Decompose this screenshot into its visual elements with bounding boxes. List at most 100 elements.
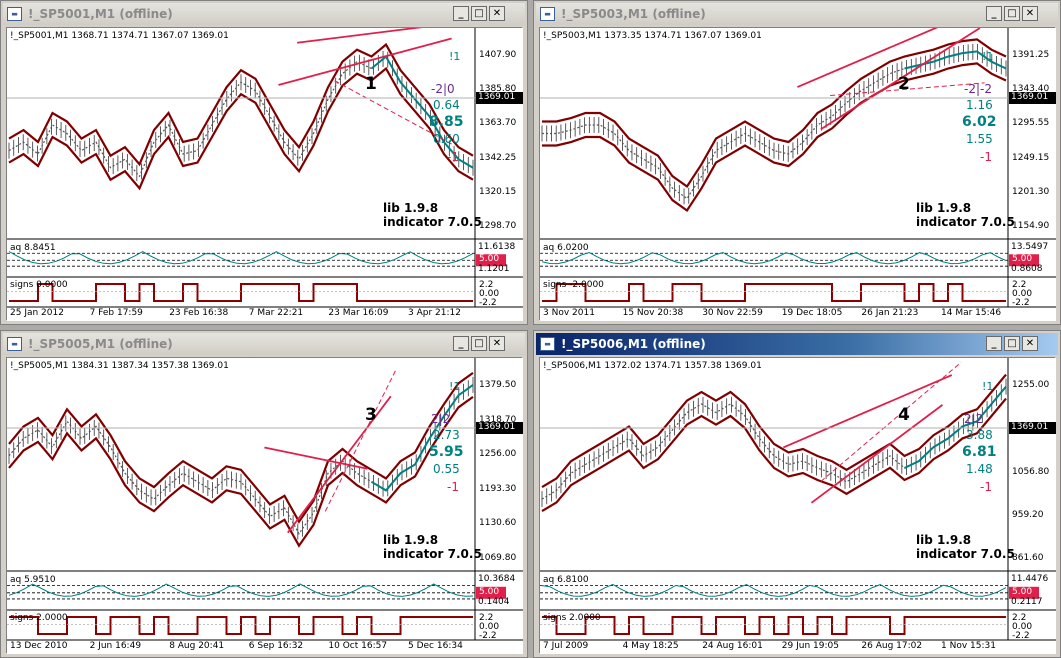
price-axis-label: 1295.55 [1012,118,1050,129]
upper-channel-line [8,372,474,524]
time-axis-label: 23 Mar 16:09 [328,308,389,318]
chart-area[interactable]: !_SP5006,M1 1372.02 1374.71 1357.38 1369… [539,357,1056,654]
lower-channel-line [541,397,1007,513]
chart-area[interactable]: !_SP5003,M1 1373.35 1374.71 1367.07 1369… [539,27,1056,321]
signal-value-2: 6.02 [962,114,997,130]
signs-line [542,616,1006,635]
close-button[interactable]: ✕ [489,6,505,21]
signal-line [370,384,474,492]
aq-line [8,583,474,597]
time-axis-label: 7 Jul 2009 [543,641,589,651]
signal-tag: !1 [982,380,994,393]
signal-ratio: -2|0 [431,82,455,96]
price-axis-label: 1385.80 [479,84,517,95]
upper-channel-line [8,42,474,167]
price-axis-label: 1249.15 [1012,152,1050,163]
signal-line [370,55,474,169]
signs-axis-label: -2.2 [1012,298,1030,308]
title-bar[interactable]: ▬ !_SP5003,M1 (offline) _ □ ✕ [536,3,1058,25]
aq-axis-top: 13.5497 [1011,242,1049,252]
price-axis-label: 1193.30 [479,483,517,494]
price-axis-label: 1379.50 [479,380,517,390]
time-axis-label: 25 Jan 2012 [10,308,64,318]
price-axis-label: 1201.30 [1012,186,1050,197]
signs-axis-label: 0.00 [479,289,500,299]
signal-value-2: 5.95 [429,444,464,460]
chart-number: 4 [898,404,910,425]
minimize-button[interactable]: _ [986,336,1002,351]
price-axis-label: 861.60 [1012,553,1044,563]
close-button[interactable]: ✕ [1022,6,1038,21]
chart-area[interactable]: !_SP5005,M1 1384.31 1387.34 1357.38 1369… [6,357,523,654]
chart-area[interactable]: !_SP5001,M1 1368.71 1374.71 1367.07 1369… [6,27,523,321]
aq-axis-mid: 5.00 [1012,254,1033,265]
aq-axis-bottom: 0.2117 [1011,597,1043,607]
price-axis-label: 1256.00 [479,449,517,460]
trend-line [334,80,452,145]
price-chart [7,358,523,654]
price-axis-label: 1320.15 [479,186,517,197]
chart-window-icon: ▬ [7,337,22,351]
lib-version: lib 1.9.8 [383,533,439,547]
maximize-button[interactable]: □ [471,336,487,351]
aq-level-marker [1009,254,1039,267]
trend-line [830,82,985,97]
price-chart [7,28,523,321]
price-axis-label: 1342.25 [479,152,517,163]
title-bar[interactable]: ▬ !_SP5001,M1 (offline) _ □ ✕ [3,3,525,25]
lower-channel-line [542,62,1007,213]
close-button[interactable]: ✕ [489,336,505,351]
trend-line [820,28,981,131]
signs-axis-label: 2.2 [1012,280,1027,290]
signs-axis-label: 0.00 [1012,622,1033,632]
price-axis-label: 959.20 [1012,509,1044,520]
chart-window-3[interactable]: ▬ !_SP5005,M1 (offline) _ □ ✕ !_SP5005,M1 138… [0,330,528,658]
maximize-button[interactable]: □ [1004,6,1020,21]
indicator-version: indicator 7.0.5 [383,547,482,561]
window-title: !_SP5003,M1 (offline) [561,7,706,21]
window-title: !_SP5005,M1 (offline) [28,337,173,351]
signal-value-3: 0.55 [433,462,460,476]
time-axis-label: 3 Nov 2011 [543,308,595,318]
title-bar[interactable]: ▬ !_SP5006,M1 (offline) _ □ ✕ [536,333,1058,355]
time-axis-label: 13 Dec 2010 [10,641,68,651]
signal-value-3: 1.48 [966,462,993,476]
time-axis-label: 14 Mar 15:46 [941,308,1002,318]
trend-line [820,361,962,482]
trend-line [783,374,953,449]
aq-level-marker [476,586,506,599]
chart-window-2[interactable]: ▬ !_SP5003,M1 (offline) _ □ ✕ !_SP5003,M1 137… [533,0,1061,325]
trend-line [287,395,392,534]
trend-line [324,370,396,512]
signs-axis-label: 2.2 [479,613,494,623]
minimize-button[interactable]: _ [986,6,1002,21]
trend-line [278,37,452,86]
chart-window-icon: ▬ [540,337,555,351]
signal-value-2: 6.81 [962,444,997,460]
maximize-button[interactable]: □ [471,6,487,21]
time-axis-label: 7 Feb 17:59 [89,308,143,318]
aq-axis-mid: 5.00 [1012,586,1033,597]
minimize-button[interactable]: _ [453,336,469,351]
aq-label: aq 8.8451 [10,243,56,253]
chart-number: 1 [365,74,377,95]
close-button[interactable]: ✕ [1022,336,1038,351]
signal-ratio: 2|2 [431,412,451,426]
time-axis-label: 3 Apr 21:12 [408,308,461,318]
signs-label: signs 2.0000 [543,613,601,623]
chart-window-1[interactable]: ▬ !_SP5001,M1 (offline) _ □ ✕ !_SP5001,M1 136… [0,0,528,325]
minimize-button[interactable]: _ [453,6,469,21]
aq-level-marker [1009,586,1039,599]
current-price-label: 1369.01 [478,422,516,432]
price-axis-label: 1298.70 [479,221,517,231]
maximize-button[interactable]: □ [1004,336,1020,351]
signal-value-1: 0.64 [433,98,460,112]
signs-axis-label: -2.2 [1012,631,1030,641]
signs-label: signs -2.0000 [543,280,604,290]
title-bar[interactable]: ▬ !_SP5005,M1 (offline) _ □ ✕ [3,333,525,355]
chart-window-4[interactable]: ▬ !_SP5006,M1 (offline) _ □ ✕ !_SP5006,M1 137… [533,330,1061,658]
time-axis-label: 5 Dec 16:34 [408,641,463,651]
aq-level-marker [476,254,506,267]
current-price-label: 1369.01 [478,92,516,102]
trend-line [264,446,368,470]
